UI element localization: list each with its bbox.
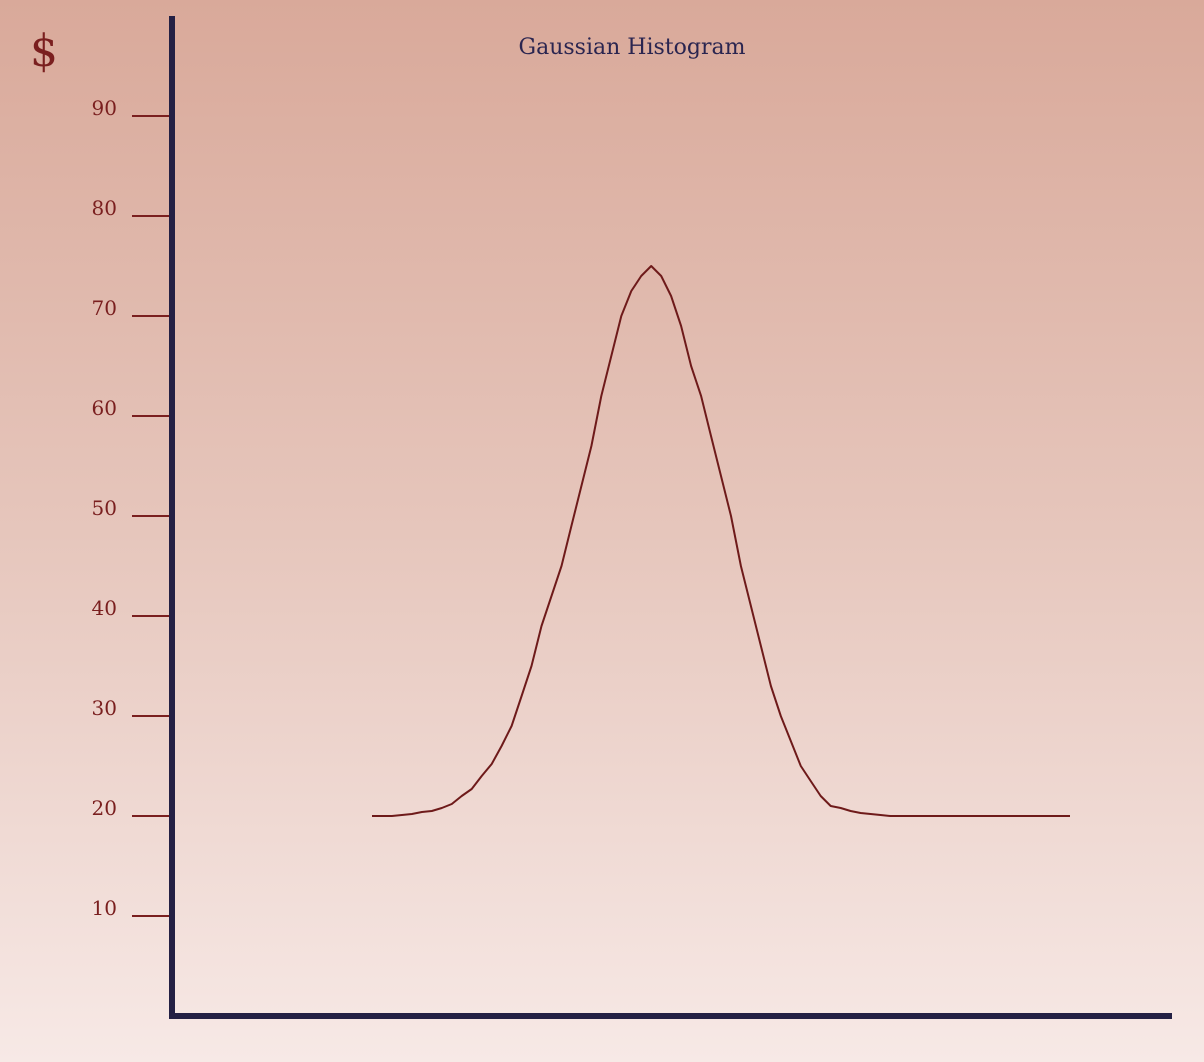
currency-symbol: $ [30, 26, 58, 77]
y-tick-label: 90 [92, 96, 117, 120]
y-tick-label: 20 [92, 796, 117, 820]
y-tick-label: 80 [92, 196, 117, 220]
chart-title: Gaussian Histogram [519, 35, 746, 60]
y-tick-label: 50 [92, 496, 117, 520]
series-line [372, 265, 1070, 817]
y-tick-label: 70 [92, 296, 117, 320]
y-tick-label: 10 [92, 896, 117, 920]
y-tick-label: 30 [92, 696, 117, 720]
y-tick-label: 60 [92, 396, 117, 420]
y-axis-ticks: 10 20 30 40 50 60 70 80 90 [92, 96, 170, 920]
y-tick-label: 40 [92, 596, 117, 620]
